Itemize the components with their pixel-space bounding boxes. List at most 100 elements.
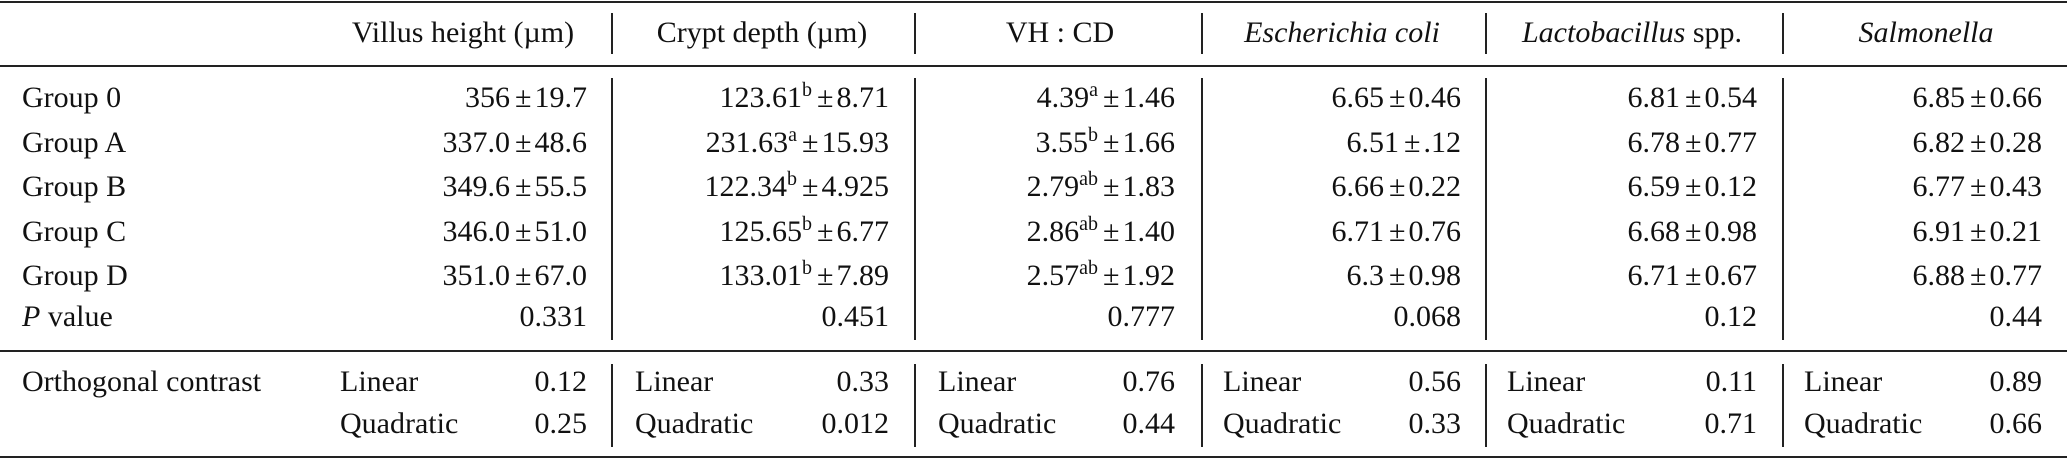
value-cell: 6.51 ± .12 xyxy=(1347,125,1461,161)
quadratic-label: Quadratic xyxy=(938,407,1057,440)
linear-value: 0.89 xyxy=(1989,365,2043,398)
value-cell: 231.63a ±15.93 xyxy=(705,124,889,161)
linear-value: 0.33 xyxy=(836,365,890,398)
linear-value: 0.76 xyxy=(1122,365,1176,398)
plus-minus-sign: ± xyxy=(1685,259,1702,292)
header-text: VH : CD xyxy=(1005,16,1115,49)
sd-value: 51.0 xyxy=(534,215,588,248)
quadratic-label: Quadratic xyxy=(340,407,459,440)
column-header: Villus height (µm) xyxy=(352,15,574,51)
mean-value: 2.57 xyxy=(1026,259,1080,292)
sd-value: 1.40 xyxy=(1122,215,1176,248)
plus-minus-sign: ± xyxy=(1389,259,1406,292)
linear-label: Linear xyxy=(1507,365,1586,398)
column-header: Lactobacillus spp. xyxy=(1522,15,1742,51)
value-cell: 125.65b ±6.77 xyxy=(719,213,889,250)
mean-value: 125.65 xyxy=(719,215,803,248)
mean-value: 349.6 xyxy=(442,170,511,203)
plus-minus-sign: ± xyxy=(1389,81,1406,114)
significance-letter: ab xyxy=(1079,213,1099,235)
plus-minus-sign: ± xyxy=(1685,170,1702,203)
mean-value: 6.88 xyxy=(1912,259,1966,292)
p-value: 0.451 xyxy=(821,300,890,333)
value-cell: 6.82 ±0.28 xyxy=(1913,125,2042,161)
value-cell: 6.77 ±0.43 xyxy=(1913,169,2042,205)
column-header: VH : CD xyxy=(1006,15,1114,51)
row-label: Group D xyxy=(22,259,128,292)
column-separator xyxy=(1782,78,1784,340)
mean-value: 123.61 xyxy=(719,81,803,114)
p-rest: value xyxy=(40,300,113,333)
column-separator xyxy=(914,364,916,447)
header-rule xyxy=(0,65,2067,67)
row-label: Group C xyxy=(22,215,127,248)
column-separator xyxy=(914,13,916,54)
quadratic-label: Quadratic xyxy=(1223,407,1342,440)
column-separator xyxy=(1782,13,1784,54)
sd-value: 4.925 xyxy=(821,170,890,203)
plus-minus-sign: ± xyxy=(1389,170,1406,203)
plus-minus-sign: ± xyxy=(1970,215,1987,248)
sd-value: 1.66 xyxy=(1122,126,1176,159)
sd-value: 0.43 xyxy=(1989,170,2043,203)
sd-value: 55.5 xyxy=(534,170,588,203)
column-separator xyxy=(1201,364,1203,447)
sd-value: 0.76 xyxy=(1408,215,1462,248)
sd-value: 0.77 xyxy=(1704,126,1758,159)
value-cell: 6.91 ±0.21 xyxy=(1913,214,2042,250)
mean-value: 6.71 xyxy=(1627,259,1681,292)
mean-value: 231.63 xyxy=(705,126,789,159)
significance-letter: b xyxy=(802,257,813,279)
column-separator xyxy=(1485,364,1487,447)
plus-minus-sign: ± xyxy=(1103,215,1120,248)
mean-value: 6.81 xyxy=(1627,81,1681,114)
value-cell: 356 ±19.7 xyxy=(465,80,587,116)
column-separator xyxy=(1201,78,1203,340)
mean-value: 6.91 xyxy=(1912,215,1966,248)
plus-minus-sign: ± xyxy=(515,170,532,203)
plus-minus-sign: ± xyxy=(1389,215,1406,248)
mean-value: 6.59 xyxy=(1627,170,1681,203)
sd-value: 0.77 xyxy=(1989,259,2043,292)
plus-minus-sign: ± xyxy=(1970,170,1987,203)
contrast-label: Orthogonal contrast xyxy=(22,365,262,398)
quadratic-value: 0.012 xyxy=(821,407,890,440)
column-separator xyxy=(1201,13,1203,54)
quadratic-value: 0.66 xyxy=(1989,407,2043,440)
plus-minus-sign: ± xyxy=(1685,81,1702,114)
value-cell: 349.6 ±55.5 xyxy=(443,169,587,205)
sd-value: 8.71 xyxy=(836,81,890,114)
sd-value: 1.92 xyxy=(1122,259,1176,292)
sd-value: 0.21 xyxy=(1989,215,2043,248)
mean-value: 6.3 xyxy=(1346,259,1385,292)
mean-value: 6.68 xyxy=(1627,215,1681,248)
top-rule xyxy=(0,1,2067,3)
value-cell: 122.34b ±4.925 xyxy=(705,168,890,205)
column-separator xyxy=(1485,78,1487,340)
column-header: Crypt depth (µm) xyxy=(657,15,868,51)
column-separator xyxy=(611,78,613,340)
sd-value: 0.54 xyxy=(1704,81,1758,114)
p-value: 0.331 xyxy=(519,300,588,333)
p-value: 0.068 xyxy=(1393,300,1462,333)
mean-value: 4.39 xyxy=(1036,81,1090,114)
p-italic: P xyxy=(22,300,41,333)
mean-value: 6.77 xyxy=(1912,170,1966,203)
sd-value: 0.46 xyxy=(1408,81,1462,114)
mean-value: 6.85 xyxy=(1912,81,1966,114)
mean-value: 6.82 xyxy=(1912,126,1966,159)
header-text: Crypt depth (µm) xyxy=(656,16,868,49)
sd-value: 0.67 xyxy=(1704,259,1758,292)
value-cell: 6.68 ±0.98 xyxy=(1628,214,1757,250)
mean-value: 2.86 xyxy=(1026,215,1080,248)
value-cell: 2.79ab ±1.83 xyxy=(1027,168,1175,205)
value-cell: 2.57ab ±1.92 xyxy=(1026,257,1176,294)
value-cell: 6.85 ±0.66 xyxy=(1913,80,2042,116)
value-cell: 6.3 ±0.98 xyxy=(1347,258,1461,294)
p-value: 0.44 xyxy=(1989,300,2043,333)
row-label: Group B xyxy=(22,170,127,203)
column-header: Salmonella xyxy=(1859,15,1994,51)
plus-minus-sign: ± xyxy=(515,215,532,248)
value-cell: 3.55b ±1.66 xyxy=(1036,124,1176,161)
plus-minus-sign: ± xyxy=(515,126,532,159)
